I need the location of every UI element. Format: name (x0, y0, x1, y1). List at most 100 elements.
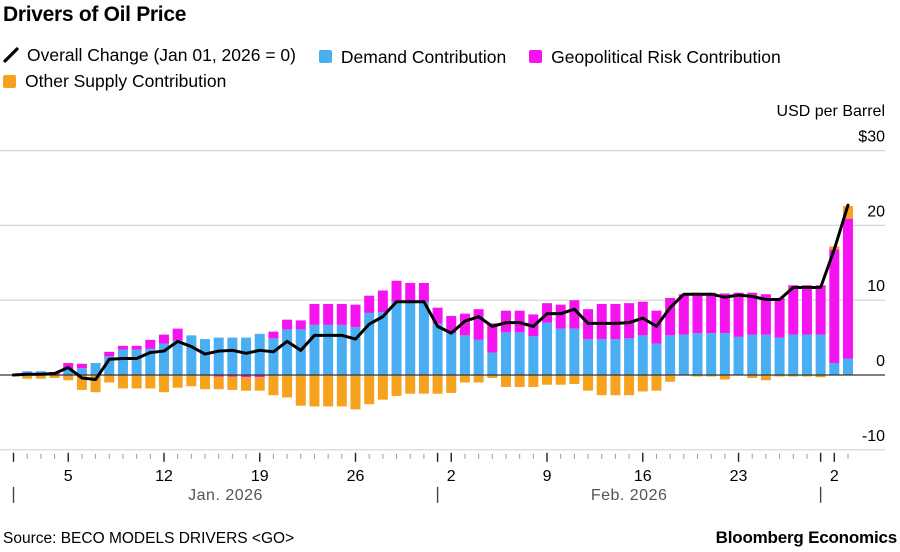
bar-other-supply (241, 377, 252, 391)
bar-other-supply (323, 375, 334, 407)
bar-other-supply (487, 375, 498, 378)
bar-other-supply (22, 375, 33, 379)
bar-other-supply (254, 377, 265, 391)
bar-demand (583, 339, 594, 375)
bar-demand (145, 348, 156, 375)
bar-geopolitical (418, 282, 429, 302)
bar-demand (487, 352, 498, 375)
bar-geopolitical (131, 345, 142, 350)
bar-other-supply (377, 375, 388, 400)
bar-geopolitical (76, 363, 87, 369)
bar-demand (227, 337, 238, 375)
bar-geopolitical (815, 285, 826, 335)
bar-demand (350, 327, 361, 375)
bar-other-supply (49, 375, 60, 378)
y-tick-label: 20 (867, 203, 885, 220)
bar-other-supply (842, 205, 853, 219)
bar-geopolitical (295, 320, 306, 330)
bar-demand (336, 324, 347, 375)
bar-other-supply (35, 375, 46, 379)
bar-geopolitical (268, 331, 279, 339)
bar-geopolitical (747, 292, 758, 335)
legend-label: Geopolitical Risk Contribution (551, 46, 781, 67)
bar-demand (459, 335, 470, 375)
bar-geopolitical (678, 294, 689, 335)
bar-other-supply (418, 375, 429, 394)
bar-demand (801, 334, 812, 375)
bar-geopolitical (117, 345, 128, 350)
bar-demand (309, 324, 320, 375)
bar-demand (364, 312, 375, 375)
legend-item-geopolitical: Geopolitical Risk Contribution (529, 45, 781, 69)
bar-other-supply (172, 375, 183, 388)
bar-geopolitical (719, 293, 730, 334)
month-label: Feb. 2026 (591, 487, 668, 504)
bar-demand (719, 333, 730, 375)
square-icon (318, 50, 332, 63)
bar-geopolitical (158, 334, 169, 344)
bar-other-supply (583, 375, 594, 391)
bar-geopolitical (104, 351, 115, 357)
bar-geopolitical (391, 280, 402, 302)
bar-demand (90, 363, 101, 375)
bar-other-supply (63, 375, 74, 381)
bar-demand (651, 343, 662, 375)
month-label: Jan. 2026 (188, 487, 263, 504)
bar-other-supply (295, 375, 306, 406)
bar-demand (815, 334, 826, 375)
x-tick-label: 26 (347, 468, 365, 485)
x-tick-label: 9 (543, 468, 552, 485)
bar-demand (186, 335, 197, 375)
bar-geopolitical (487, 323, 498, 353)
bar-geopolitical (774, 297, 785, 338)
bar-other-supply (186, 375, 197, 387)
bar-other-supply (309, 375, 320, 407)
bar-geopolitical (555, 304, 566, 329)
square-icon (3, 74, 16, 88)
bar-geopolitical (473, 309, 484, 340)
x-tick-label: 2 (447, 468, 456, 485)
bar-geopolitical (336, 303, 347, 325)
bar-demand (282, 329, 293, 375)
y-tick-label: 10 (867, 278, 885, 295)
bar-geopolitical (145, 339, 156, 349)
bar-other-supply (158, 375, 169, 393)
bar-geopolitical (569, 300, 580, 329)
bar-geopolitical (432, 307, 443, 324)
bar-geopolitical (213, 375, 224, 377)
bar-geopolitical (350, 304, 361, 328)
bar-demand (268, 338, 279, 375)
bar-other-supply (350, 375, 361, 410)
bar-demand (610, 339, 621, 375)
bar-other-supply (637, 375, 648, 392)
bar-demand (254, 333, 265, 375)
bar-demand (500, 332, 511, 375)
x-tick-label: 19 (251, 468, 269, 485)
legend-label: Other Supply Contribution (25, 71, 227, 91)
bar-demand (158, 343, 169, 375)
bar-geopolitical (842, 218, 853, 359)
bar-demand (418, 301, 429, 375)
y-axis-unit-label: USD per Barrel (776, 103, 885, 120)
bar-other-supply (528, 375, 539, 387)
bar-demand (295, 329, 306, 375)
bar-other-supply (514, 375, 525, 387)
legend-item-overall: Overall Change (Jan 01, 2026 = 0) (3, 43, 296, 67)
bar-geopolitical (829, 249, 840, 364)
bar-demand (555, 328, 566, 375)
bar-geopolitical (323, 303, 334, 325)
bar-other-supply (90, 375, 101, 393)
bar-demand (391, 301, 402, 375)
x-tick-label: 2 (830, 468, 839, 485)
bar-other-supply (391, 375, 402, 396)
bar-demand (774, 337, 785, 375)
bar-other-supply (364, 375, 375, 405)
bar-other-supply (213, 376, 224, 390)
bar-other-supply (282, 375, 293, 398)
bar-geopolitical (788, 285, 799, 335)
bar-other-supply (555, 375, 566, 385)
bar-demand (200, 339, 211, 375)
bar-other-supply (200, 375, 211, 390)
bar-demand (842, 358, 853, 375)
